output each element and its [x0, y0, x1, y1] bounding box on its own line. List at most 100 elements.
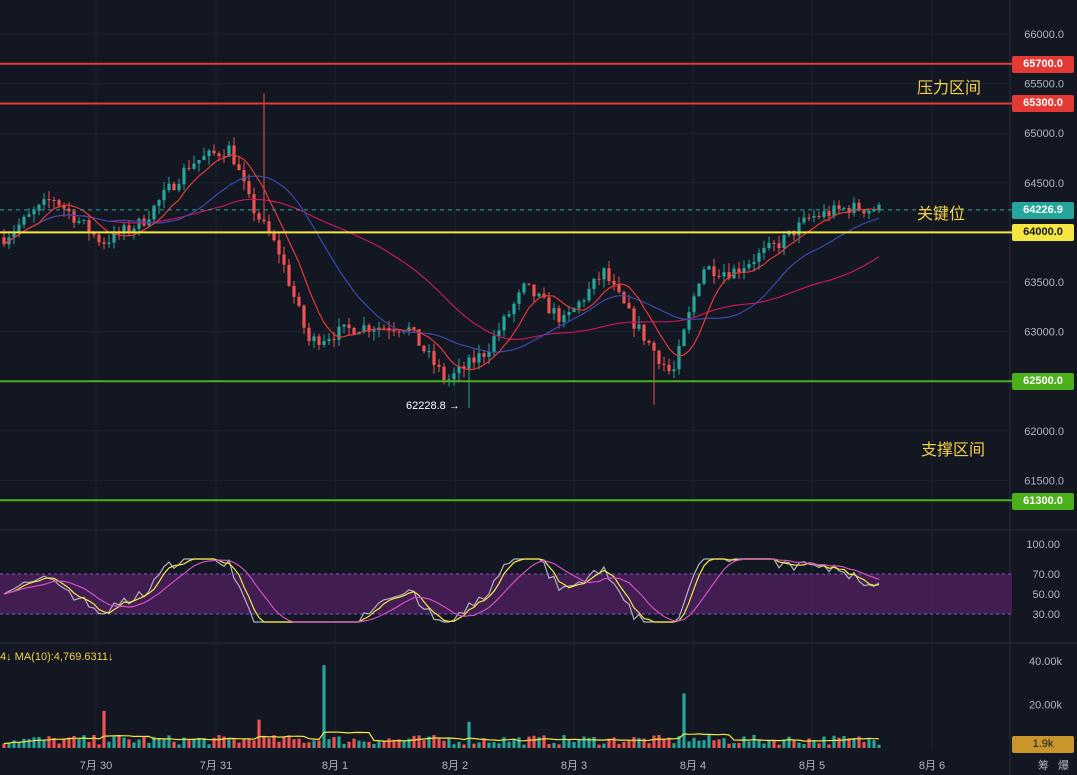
volume-bar — [702, 740, 706, 748]
candle-body — [97, 234, 101, 243]
volume-bar — [712, 740, 716, 748]
volume-bar — [22, 738, 26, 748]
candle-body — [2, 237, 6, 245]
candle-body — [32, 210, 36, 215]
candle-body — [222, 156, 226, 158]
candle-body — [837, 205, 841, 209]
candle-body — [212, 150, 216, 154]
bottom-button-liquidation[interactable]: 爆 — [1058, 759, 1069, 772]
volume-bar — [847, 738, 851, 748]
volume-bar — [212, 737, 216, 748]
candle-body — [752, 261, 756, 265]
rsi-axis-tick: 70.00 — [1032, 569, 1060, 581]
candle-body — [332, 339, 336, 341]
candle-body — [702, 269, 706, 284]
volume-bar — [787, 736, 791, 748]
volume-bar — [362, 741, 366, 748]
volume-bar — [37, 737, 41, 748]
volume-bar — [192, 738, 196, 748]
candle-body — [17, 224, 21, 232]
candle-body — [817, 216, 821, 218]
time-axis-label: 8月 1 — [322, 760, 348, 772]
candle-body — [507, 314, 511, 317]
volume-bar — [327, 739, 331, 748]
volume-bar — [597, 744, 601, 748]
candle-body — [807, 217, 811, 219]
candle-body — [672, 369, 676, 372]
candle-body — [737, 268, 741, 273]
candle-body — [42, 199, 46, 205]
volume-bar — [372, 744, 376, 748]
volume-bar — [277, 741, 281, 748]
candle-body — [247, 181, 251, 195]
candle-body — [797, 222, 801, 236]
candle-body — [297, 296, 301, 306]
volume-bar — [322, 665, 326, 748]
candle-body — [477, 353, 481, 363]
last-volume-tag: 1.9k — [1012, 736, 1074, 753]
candle-body — [292, 285, 296, 297]
volume-bar — [152, 736, 156, 748]
volume-bar — [482, 738, 486, 748]
candle-body — [312, 336, 316, 342]
volume-bar — [87, 741, 91, 748]
candle-body — [802, 217, 806, 223]
volume-bar — [762, 743, 766, 748]
candle-body — [772, 242, 776, 244]
volume-bar — [797, 742, 801, 748]
volume-bar — [642, 738, 646, 748]
time-axis-label: 8月 4 — [680, 760, 706, 772]
candle-body — [872, 210, 876, 212]
volume-bar — [57, 743, 61, 748]
candle-body — [637, 324, 641, 329]
volume-bar — [302, 742, 306, 748]
volume-bar — [297, 738, 301, 748]
candle-body — [197, 160, 201, 164]
volume-bar — [227, 738, 231, 748]
volume-bar — [187, 739, 191, 748]
candle-body — [597, 278, 601, 280]
candle-body — [602, 268, 606, 280]
candle-body — [412, 327, 416, 330]
bottom-button-chips[interactable]: 筹 — [1038, 759, 1049, 772]
price-axis-tick: 65000.0 — [1024, 128, 1064, 140]
volume-bar — [852, 738, 856, 748]
candle-body — [557, 308, 561, 323]
candle-body — [277, 240, 281, 255]
candle-body — [207, 150, 211, 157]
volume-bar — [402, 740, 406, 748]
pressure-zone-label: 压力区间 — [917, 78, 982, 97]
candle-body — [722, 272, 726, 277]
candle-body — [287, 264, 291, 286]
volume-bar — [222, 736, 226, 748]
volume-bar — [537, 737, 541, 748]
volume-bar — [807, 738, 811, 748]
candle-body — [617, 284, 621, 293]
volume-bar — [627, 740, 631, 748]
volume-bar — [777, 744, 781, 748]
volume-bar — [677, 736, 681, 748]
volume-bar — [542, 735, 546, 748]
candle-body — [447, 379, 451, 381]
candle-body — [107, 242, 111, 244]
volume-bar — [347, 741, 351, 748]
candle-body — [372, 330, 376, 332]
time-axis-label: 8月 6 — [919, 760, 945, 772]
candle-body — [482, 353, 486, 357]
volume-bar — [217, 735, 221, 748]
candle-body — [442, 366, 446, 380]
candle-body — [27, 214, 31, 217]
volume-bar — [237, 742, 241, 748]
candle-body — [237, 164, 241, 171]
volume-ma-legend: 4↓ MA(10):4,769.6311↓ — [0, 651, 114, 663]
volume-bar — [612, 737, 616, 748]
candle-body — [467, 357, 471, 369]
volume-bar — [867, 738, 871, 748]
volume-bar — [517, 737, 521, 748]
volume-bar — [692, 737, 696, 748]
volume-bar — [457, 741, 461, 748]
candle-body — [127, 225, 131, 233]
volume-bar — [722, 738, 726, 748]
